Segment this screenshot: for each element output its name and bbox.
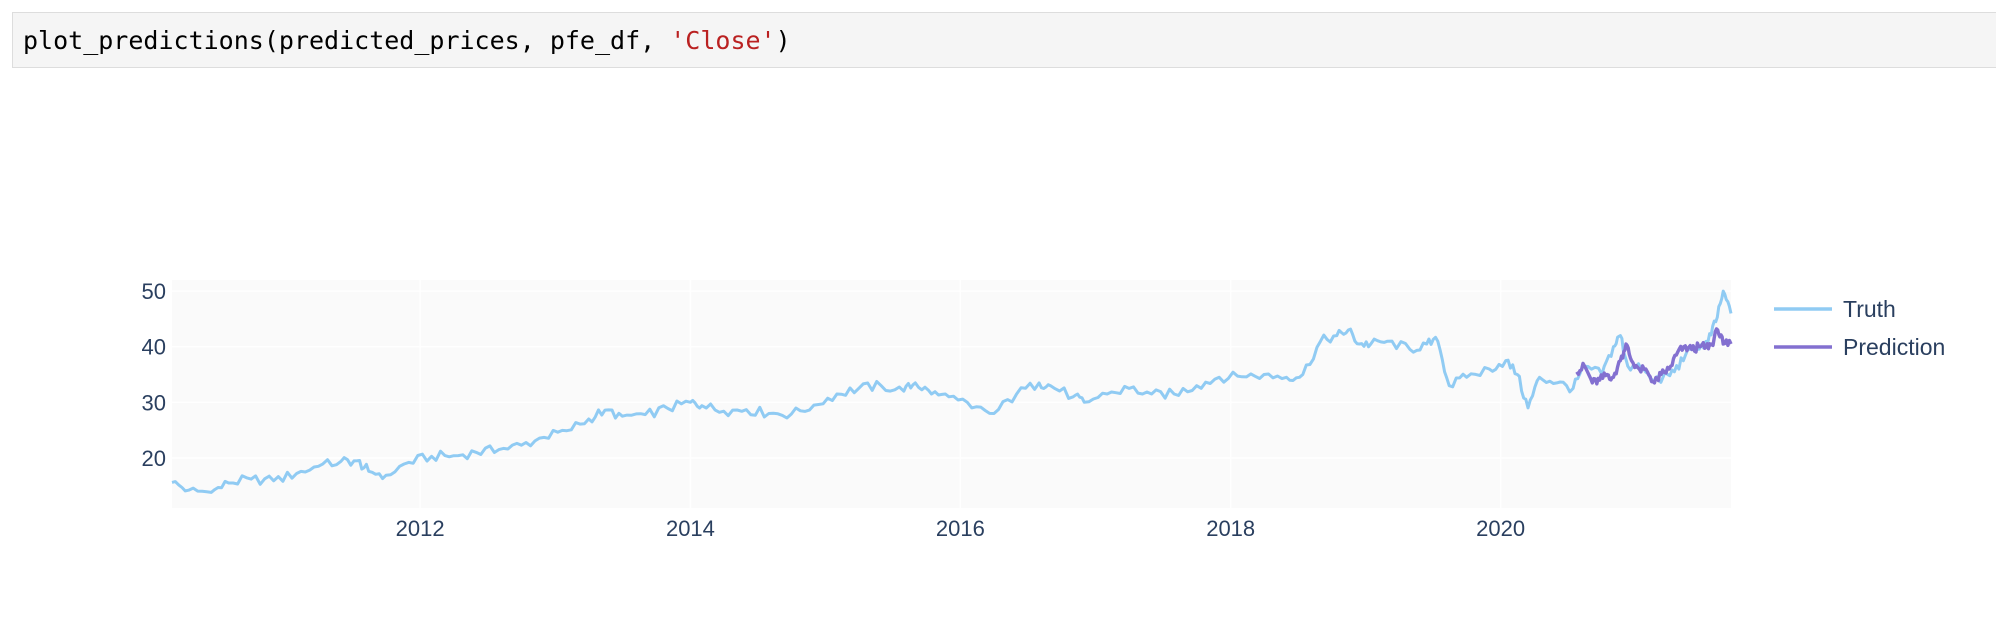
y-tick-label: 30 [142, 390, 166, 415]
code-open-paren: ( [263, 26, 279, 55]
legend-item-truth[interactable]: Truth [1774, 296, 1896, 322]
legend-item-prediction[interactable]: Prediction [1774, 334, 1945, 360]
y-tick-label: 40 [142, 335, 166, 360]
series-line-truth [171, 289, 1733, 494]
y-tick-label: 50 [142, 279, 166, 304]
y-tick-label: 20 [142, 446, 166, 471]
x-tick-label: 2016 [936, 516, 985, 541]
y-axis-ticks: 20 30 40 50 [142, 279, 166, 471]
grid-lines [172, 280, 1731, 508]
code-close-paren: ) [775, 26, 791, 55]
legend-label: Truth [1843, 296, 1896, 322]
code-function-name: plot_predictions [23, 26, 264, 55]
x-tick-label: 2012 [396, 516, 445, 541]
legend[interactable]: Truth Prediction [1774, 296, 1945, 360]
code-arguments: predicted_prices, pfe_df, [278, 26, 671, 55]
plot-background [172, 280, 1731, 508]
code-cell[interactable]: plot_predictions(predicted_prices, pfe_d… [12, 12, 1996, 68]
code-string-argument: 'Close' [670, 26, 776, 55]
code-line: plot_predictions(predicted_prices, pfe_d… [23, 27, 791, 55]
series-line-prediction [1575, 327, 1733, 386]
series-lines [171, 289, 1733, 494]
x-tick-label: 2018 [1206, 516, 1255, 541]
legend-label: Prediction [1843, 334, 1945, 360]
x-axis-ticks: 2012 2014 2016 2018 2020 [396, 516, 1525, 541]
x-tick-label: 2020 [1476, 516, 1525, 541]
x-tick-label: 2014 [666, 516, 715, 541]
